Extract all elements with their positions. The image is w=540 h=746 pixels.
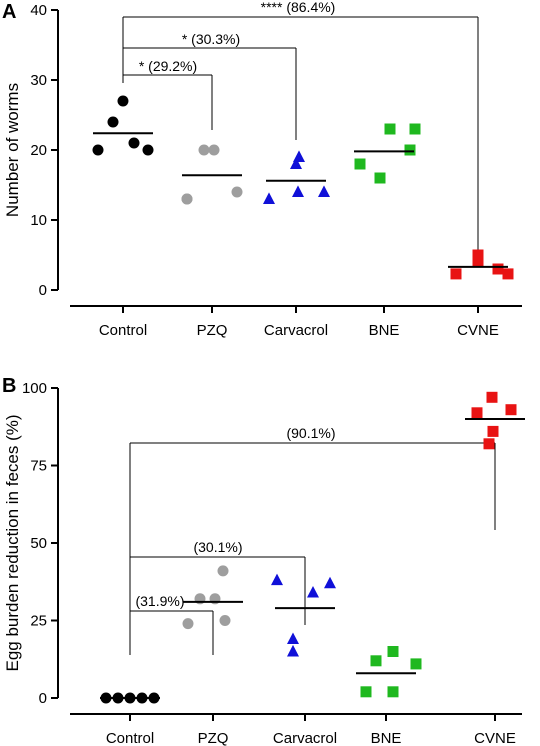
data-point — [472, 256, 484, 268]
data-point — [450, 268, 462, 280]
y-tick-label: 30 — [30, 72, 47, 89]
data-point — [292, 185, 304, 197]
x-tick-label: Carvacrol — [264, 322, 328, 339]
y-tick-label: 75 — [30, 458, 47, 475]
panel-label: B — [2, 375, 16, 397]
y-tick-label: 20 — [30, 142, 47, 159]
y-tick-label: 100 — [22, 380, 47, 397]
x-tick-label: PZQ — [197, 322, 228, 339]
data-point — [287, 632, 299, 645]
data-point — [409, 123, 421, 135]
y-axis-label: Egg burden reduction in feces (%) — [3, 414, 22, 671]
y-tick-label: 0 — [39, 690, 47, 707]
data-point — [290, 157, 302, 169]
x-tick-label: PZQ — [198, 730, 229, 746]
significance-label: * (30.3%) — [182, 31, 240, 47]
data-point — [471, 407, 483, 419]
data-point — [181, 193, 193, 205]
data-point — [231, 186, 243, 198]
data-point — [107, 116, 119, 128]
y-tick-label: 25 — [30, 613, 47, 630]
x-tick-label: Control — [106, 730, 154, 746]
x-tick-label: BNE — [371, 730, 402, 746]
y-tick-label: 10 — [30, 212, 47, 229]
x-tick-label: BNE — [369, 322, 400, 339]
y-tick-label: 50 — [30, 535, 47, 552]
data-point — [128, 137, 140, 149]
data-point — [472, 249, 484, 261]
y-axis-label: Number of worms — [3, 83, 22, 217]
panel-a: A 0 10 20 30 40 Number of worms Control PZQ Carva… — [2, 0, 522, 339]
data-point — [384, 123, 396, 135]
data-point — [502, 268, 514, 280]
significance-label: (30.1%) — [193, 539, 242, 555]
data-point — [198, 144, 210, 156]
data-point — [318, 185, 330, 197]
data-point — [307, 586, 319, 598]
data-point — [92, 144, 104, 156]
data-point — [374, 172, 386, 184]
data-point — [271, 573, 283, 586]
panel-label: A — [2, 1, 16, 23]
x-tick-label: Control — [99, 322, 147, 339]
data-point — [182, 618, 194, 630]
data-point — [492, 263, 504, 275]
data-point — [219, 615, 231, 626]
data-point — [142, 144, 154, 156]
significance-label: * (29.2%) — [139, 58, 197, 74]
x-tick-label: CVNE — [457, 322, 499, 339]
data-point — [486, 391, 498, 403]
data-point — [387, 646, 399, 657]
y-tick-label: 40 — [30, 2, 47, 19]
x-tick-label: Carvacrol — [273, 730, 337, 746]
x-tick-label: CVNE — [474, 730, 516, 746]
data-point — [487, 425, 499, 437]
data-point — [324, 576, 336, 589]
data-point — [387, 686, 399, 698]
significance-label: **** (86.4%) — [261, 0, 336, 15]
data-point — [208, 144, 220, 156]
data-point — [410, 658, 422, 670]
data-point — [505, 404, 517, 416]
data-point — [217, 565, 229, 577]
data-point — [370, 655, 382, 667]
significance-label: (90.1%) — [286, 425, 335, 441]
significance-label: (31.9%) — [135, 593, 184, 609]
data-point — [117, 95, 129, 107]
data-point — [360, 686, 372, 698]
y-tick-label: 0 — [39, 282, 47, 299]
data-point — [483, 438, 495, 450]
data-point — [287, 644, 299, 657]
data-point — [263, 192, 275, 204]
data-point — [354, 158, 366, 170]
data-point — [404, 144, 416, 156]
